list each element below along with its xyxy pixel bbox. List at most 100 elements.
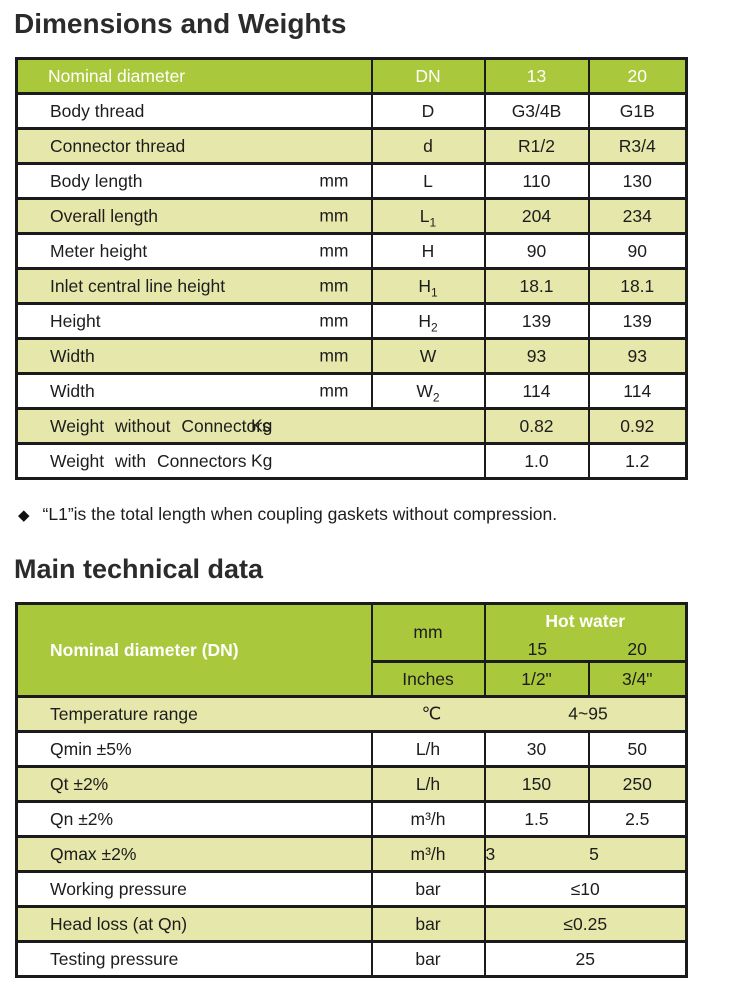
row-unit: mm (319, 275, 349, 296)
row-unit: L/h (370, 765, 486, 803)
table-row: Body thread D G3/4B G1B (15, 92, 688, 130)
cell-value: 90 (587, 232, 688, 270)
diamond-icon: ◆ (18, 506, 30, 524)
cell-value: 139 (483, 302, 590, 340)
table-row: Weight without Connectors Kg 0.82 0.92 (15, 407, 688, 445)
header-label: Nominal diameter (DN) (15, 602, 373, 698)
row-label: Weight with Connectors (50, 450, 247, 471)
row-unit: Kg (251, 415, 273, 436)
cell-value: 30 (483, 730, 590, 768)
row-unit: bar (370, 905, 486, 943)
table-row: Overall length mm L1 204 234 (15, 197, 688, 235)
table-row: Width mm W 93 93 (15, 337, 688, 375)
row-unit: mm (319, 170, 349, 191)
row-label: Body length (50, 170, 143, 191)
cell-value: 1.0 (483, 442, 590, 480)
cell-value: 139 (587, 302, 688, 340)
row-label: Height (50, 310, 101, 331)
row-unit: L/h (370, 730, 486, 768)
row-unit: mm (319, 205, 349, 226)
row-label: Temperature range (50, 703, 198, 724)
row-label: Qt ±2% (50, 773, 109, 794)
technical-table: Nominal diameter (DN) mm Hot water 15 20… (15, 602, 688, 978)
row-unit: mm (319, 380, 349, 401)
row-unit: m³/h (370, 800, 486, 838)
row-label: Inlet central line height (50, 275, 226, 296)
footnote-text: “L1”is the total length when coupling ga… (42, 504, 558, 524)
cell-value: 5 (589, 843, 599, 864)
header-inch-half: 1/2" (483, 660, 590, 698)
table-row: Weight with Connectors Kg 1.0 1.2 (15, 442, 688, 480)
row-unit: bar (370, 940, 486, 978)
row-unit: mm (319, 310, 349, 331)
cell-value: G3/4B (483, 92, 590, 130)
row-symbol: H (370, 232, 486, 270)
table-row: Testing pressure bar 25 (15, 940, 688, 978)
page-title: Dimensions and Weights (14, 8, 347, 39)
cell-value: 93 (587, 337, 688, 375)
row-symbol: L (370, 162, 486, 200)
cell-value: 0.82 (483, 407, 590, 445)
table-row: Qt ±2% L/h 150 250 (15, 765, 688, 803)
header-group-title: Hot water (545, 611, 626, 631)
table-row: Qmin ±5% L/h 30 50 (15, 730, 688, 768)
table-row: Meter height mm H 90 90 (15, 232, 688, 270)
row-symbol: W2 (370, 372, 486, 410)
row-label: Weight without Connectors (50, 415, 271, 436)
row-unit: mm (319, 345, 349, 366)
row-unit: m³/h (370, 835, 486, 873)
table-row: Body length mm L 110 130 (15, 162, 688, 200)
table-row: Width mm W2 114 114 (15, 372, 688, 410)
row-symbol: H1 (370, 267, 486, 305)
cell-value: 2.5 (587, 800, 688, 838)
cell-value: 204 (483, 197, 590, 235)
table-row: Height mm H2 139 139 (15, 302, 688, 340)
row-unit: ℃ (421, 703, 442, 724)
cell-value: 90 (483, 232, 590, 270)
row-unit: mm (319, 240, 349, 261)
cell-value: 50 (587, 730, 688, 768)
table-row: Qn ±2% m³/h 1.5 2.5 (15, 800, 688, 838)
row-label: Meter height (50, 240, 148, 261)
table-header-row: Nominal diameter DN 13 20 (15, 57, 688, 95)
row-symbol: d (370, 127, 486, 165)
header-group: Hot water 15 20 (483, 602, 688, 663)
row-symbol: W (370, 337, 486, 375)
cell-value: 1.5 (483, 800, 590, 838)
cell-value: 1.2 (587, 442, 688, 480)
table-row: Temperature range ℃ 4~95 (15, 695, 688, 733)
row-unit: Kg (251, 450, 273, 471)
table-row: Head loss (at Qn) bar ≤0.25 (15, 905, 688, 943)
cell-value: 18.1 (483, 267, 590, 305)
cell-value: 25 (483, 940, 688, 978)
row-label: Testing pressure (50, 948, 179, 969)
cell-value: 130 (587, 162, 688, 200)
cell-value: 114 (587, 372, 688, 410)
header-dn-15: 15 (527, 639, 548, 659)
header-col-13: 13 (483, 57, 590, 95)
cell-value: R3/4 (587, 127, 688, 165)
header-unit-inches: Inches (370, 660, 486, 698)
row-label: Connector thread (50, 135, 186, 156)
row-label: Working pressure (50, 878, 187, 899)
cell-value: 3 (485, 843, 496, 864)
row-label: Width (50, 345, 95, 366)
cell-value: 110 (483, 162, 590, 200)
header-symbol: DN (370, 57, 486, 95)
row-symbol: H2 (370, 302, 486, 340)
table-row: Qmax ±2% m³/h 3 5 (15, 835, 688, 873)
cell-value: G1B (587, 92, 688, 130)
cell-value: 93 (483, 337, 590, 375)
header-unit-mm: mm (370, 602, 486, 663)
row-label: Qmin ±5% (50, 738, 132, 759)
cell-value: 4~95 (568, 703, 608, 724)
table-row: Connector thread d R1/2 R3/4 (15, 127, 688, 165)
cell-value: ≤10 (483, 870, 688, 908)
row-symbol: L1 (370, 197, 486, 235)
dimensions-table: Nominal diameter DN 13 20 Body thread D … (15, 57, 688, 480)
row-label: Overall length (50, 205, 158, 226)
table-header-row: Nominal diameter (DN) mm Hot water 15 20 (15, 602, 688, 698)
cell-value: 0.92 (587, 407, 688, 445)
header-dn-20: 20 (627, 639, 647, 659)
cell-value: 114 (483, 372, 590, 410)
